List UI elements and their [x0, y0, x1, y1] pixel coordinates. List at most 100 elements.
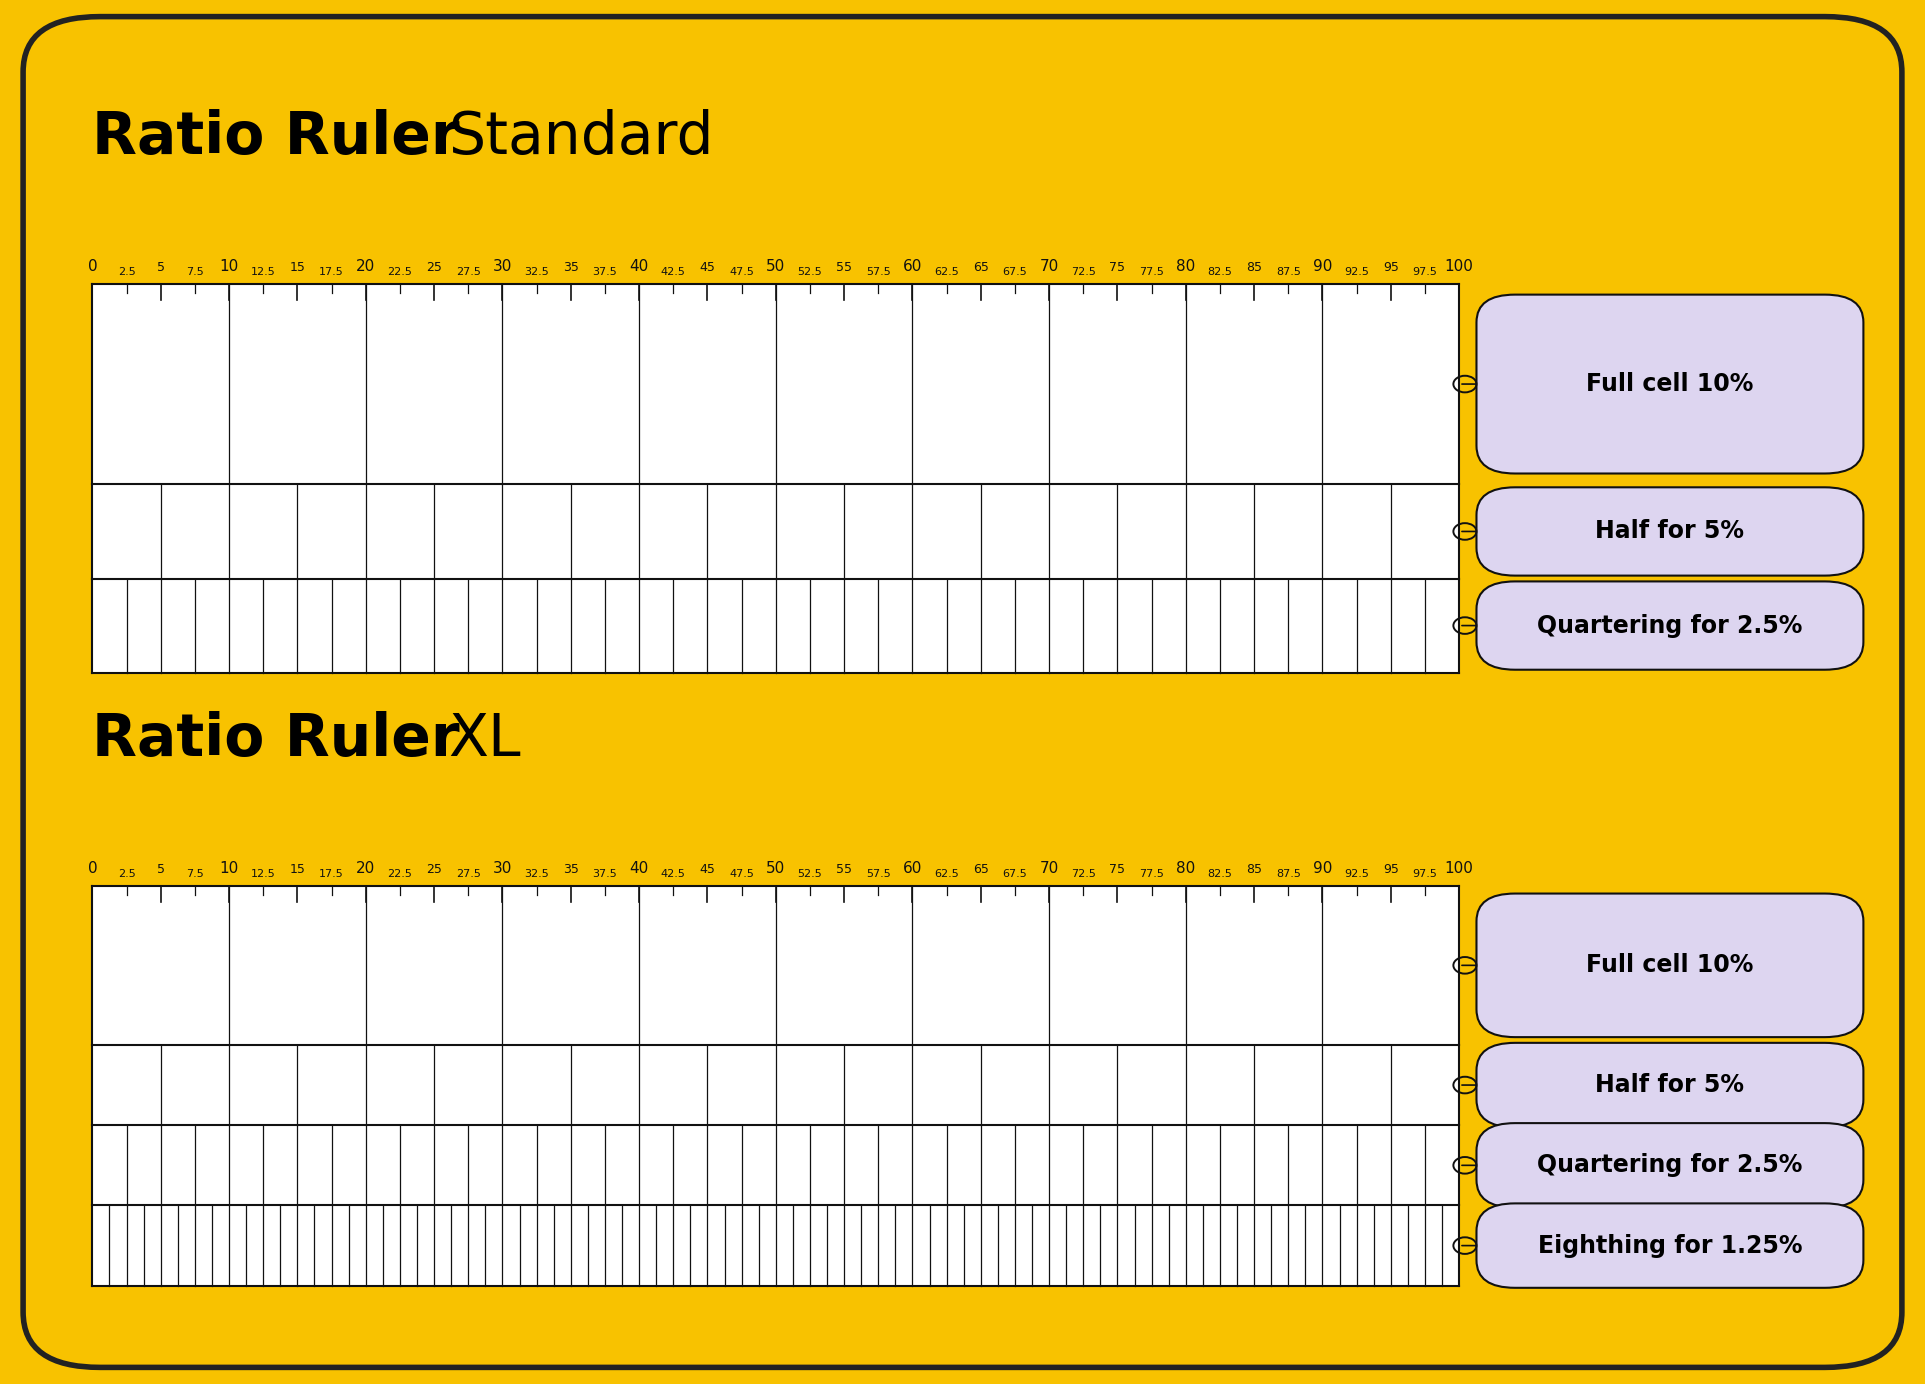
Text: 12.5: 12.5: [250, 267, 275, 277]
Text: 25: 25: [425, 262, 443, 274]
Text: 50: 50: [766, 861, 785, 876]
FancyBboxPatch shape: [1476, 295, 1863, 473]
FancyBboxPatch shape: [92, 886, 1459, 1045]
Text: 7.5: 7.5: [187, 267, 204, 277]
Text: 32.5: 32.5: [524, 267, 549, 277]
Text: 67.5: 67.5: [1003, 267, 1028, 277]
FancyBboxPatch shape: [1476, 581, 1863, 670]
FancyBboxPatch shape: [92, 1205, 1459, 1286]
Text: 42.5: 42.5: [660, 267, 685, 277]
Text: 65: 65: [972, 262, 989, 274]
FancyBboxPatch shape: [92, 1045, 1459, 1125]
Text: 22.5: 22.5: [387, 267, 412, 277]
Text: 62.5: 62.5: [934, 267, 959, 277]
Text: 87.5: 87.5: [1276, 267, 1301, 277]
Text: 72.5: 72.5: [1070, 267, 1095, 277]
Text: 82.5: 82.5: [1207, 267, 1232, 277]
Text: 100: 100: [1444, 861, 1475, 876]
Text: 77.5: 77.5: [1140, 869, 1165, 879]
Text: 47.5: 47.5: [730, 267, 755, 277]
Text: 27.5: 27.5: [456, 267, 481, 277]
Text: XL: XL: [449, 711, 522, 768]
Text: 17.5: 17.5: [320, 869, 345, 879]
Text: 45: 45: [699, 864, 716, 876]
Text: 0: 0: [89, 259, 96, 274]
Text: 32.5: 32.5: [524, 869, 549, 879]
Text: 57.5: 57.5: [866, 267, 891, 277]
Text: 77.5: 77.5: [1140, 267, 1165, 277]
Text: 85: 85: [1245, 262, 1263, 274]
Text: 95: 95: [1382, 262, 1399, 274]
Text: 90: 90: [1313, 259, 1332, 274]
Text: 82.5: 82.5: [1207, 869, 1232, 879]
Text: 30: 30: [493, 861, 512, 876]
Text: Quartering for 2.5%: Quartering for 2.5%: [1538, 613, 1802, 638]
Text: 10: 10: [219, 259, 239, 274]
Text: 60: 60: [903, 861, 922, 876]
FancyBboxPatch shape: [1476, 894, 1863, 1037]
Text: 85: 85: [1245, 864, 1263, 876]
Text: 90: 90: [1313, 861, 1332, 876]
Text: Half for 5%: Half for 5%: [1596, 1073, 1744, 1098]
Text: Standard: Standard: [449, 109, 714, 166]
Text: 100: 100: [1444, 259, 1475, 274]
Text: Ratio Ruler: Ratio Ruler: [92, 711, 481, 768]
Text: 65: 65: [972, 864, 989, 876]
Text: 5: 5: [156, 864, 166, 876]
Text: 92.5: 92.5: [1344, 869, 1369, 879]
Text: 35: 35: [562, 864, 579, 876]
Text: 10: 10: [219, 861, 239, 876]
Text: 5: 5: [156, 262, 166, 274]
Text: 75: 75: [1109, 262, 1126, 274]
Text: 70: 70: [1040, 259, 1059, 274]
FancyBboxPatch shape: [92, 1125, 1459, 1205]
Text: 40: 40: [629, 259, 649, 274]
Text: 0: 0: [89, 861, 96, 876]
Text: 80: 80: [1176, 259, 1195, 274]
Text: Ratio Ruler: Ratio Ruler: [92, 109, 481, 166]
FancyBboxPatch shape: [1476, 1204, 1863, 1287]
Text: 12.5: 12.5: [250, 869, 275, 879]
Text: Full cell 10%: Full cell 10%: [1586, 954, 1754, 977]
Text: 70: 70: [1040, 861, 1059, 876]
Text: 15: 15: [289, 262, 306, 274]
Text: 97.5: 97.5: [1413, 869, 1438, 879]
Text: 20: 20: [356, 861, 375, 876]
Text: 87.5: 87.5: [1276, 869, 1301, 879]
Text: 37.5: 37.5: [593, 267, 618, 277]
Text: 52.5: 52.5: [797, 869, 822, 879]
Text: 92.5: 92.5: [1344, 267, 1369, 277]
Text: 2.5: 2.5: [117, 267, 135, 277]
FancyBboxPatch shape: [92, 579, 1459, 673]
Text: 45: 45: [699, 262, 716, 274]
Text: 55: 55: [835, 262, 853, 274]
Text: 15: 15: [289, 864, 306, 876]
Text: 2.5: 2.5: [117, 869, 135, 879]
Text: Full cell 10%: Full cell 10%: [1586, 372, 1754, 396]
Text: Half for 5%: Half for 5%: [1596, 519, 1744, 544]
Text: 80: 80: [1176, 861, 1195, 876]
FancyBboxPatch shape: [1476, 1044, 1863, 1127]
Text: 17.5: 17.5: [320, 267, 345, 277]
Text: 42.5: 42.5: [660, 869, 685, 879]
Text: Quartering for 2.5%: Quartering for 2.5%: [1538, 1153, 1802, 1178]
Text: 52.5: 52.5: [797, 267, 822, 277]
Text: 35: 35: [562, 262, 579, 274]
Text: 40: 40: [629, 861, 649, 876]
FancyBboxPatch shape: [92, 484, 1459, 579]
Text: 47.5: 47.5: [730, 869, 755, 879]
Text: 50: 50: [766, 259, 785, 274]
Text: 20: 20: [356, 259, 375, 274]
Text: 27.5: 27.5: [456, 869, 481, 879]
Text: 37.5: 37.5: [593, 869, 618, 879]
Text: 25: 25: [425, 864, 443, 876]
Text: 22.5: 22.5: [387, 869, 412, 879]
FancyBboxPatch shape: [23, 17, 1902, 1367]
Text: 95: 95: [1382, 864, 1399, 876]
Text: 30: 30: [493, 259, 512, 274]
Text: 62.5: 62.5: [934, 869, 959, 879]
FancyBboxPatch shape: [92, 284, 1459, 484]
FancyBboxPatch shape: [1476, 1124, 1863, 1207]
Text: 72.5: 72.5: [1070, 869, 1095, 879]
Text: 57.5: 57.5: [866, 869, 891, 879]
